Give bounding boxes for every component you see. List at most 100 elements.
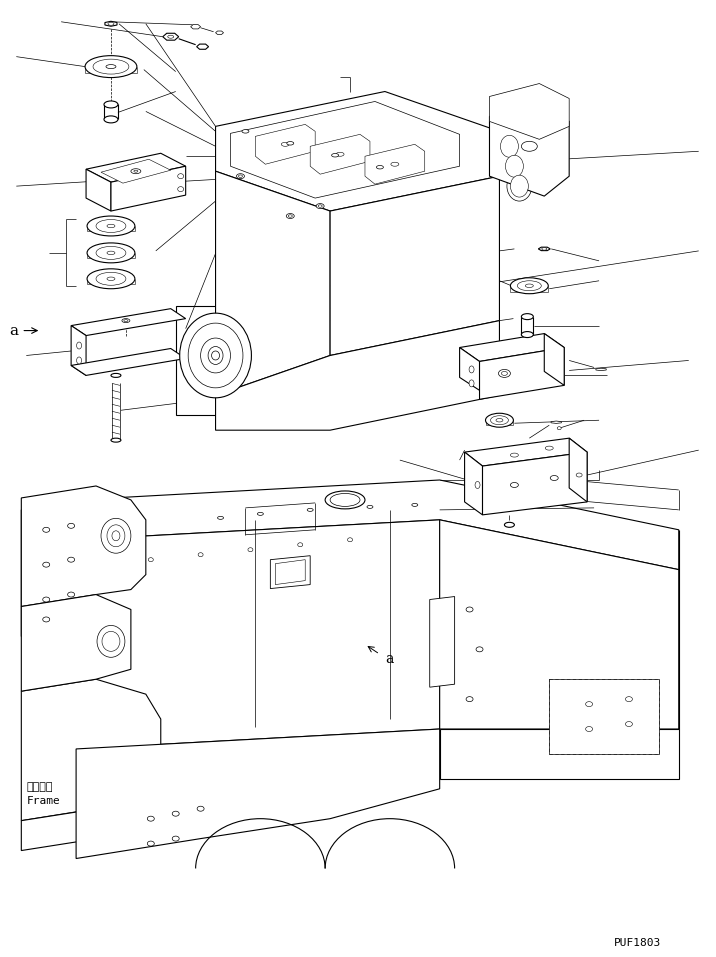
Ellipse shape [626, 697, 632, 701]
Ellipse shape [500, 135, 518, 157]
Text: a: a [9, 323, 19, 338]
Ellipse shape [173, 812, 179, 816]
Ellipse shape [521, 314, 533, 320]
Text: Frame: Frame [26, 795, 60, 806]
Polygon shape [21, 498, 96, 636]
Polygon shape [175, 305, 261, 415]
Ellipse shape [551, 476, 558, 480]
Ellipse shape [147, 841, 154, 846]
Ellipse shape [248, 547, 253, 552]
Ellipse shape [173, 836, 179, 841]
Polygon shape [310, 134, 370, 174]
Ellipse shape [521, 142, 537, 151]
Polygon shape [440, 729, 679, 779]
Ellipse shape [238, 175, 243, 177]
Polygon shape [111, 167, 185, 211]
Polygon shape [216, 171, 330, 395]
Ellipse shape [67, 523, 74, 528]
Ellipse shape [107, 524, 125, 546]
Polygon shape [460, 334, 564, 362]
Ellipse shape [77, 342, 82, 349]
Ellipse shape [180, 313, 251, 398]
Ellipse shape [43, 527, 49, 532]
Ellipse shape [502, 151, 527, 181]
Ellipse shape [318, 205, 322, 208]
Ellipse shape [466, 607, 473, 612]
Ellipse shape [505, 523, 514, 527]
Ellipse shape [511, 175, 528, 197]
Ellipse shape [526, 284, 533, 287]
Polygon shape [538, 247, 551, 251]
Ellipse shape [298, 543, 303, 546]
Text: PUF1803: PUF1803 [614, 938, 662, 948]
Ellipse shape [197, 806, 204, 812]
Polygon shape [216, 92, 500, 211]
Polygon shape [76, 480, 679, 569]
Ellipse shape [96, 246, 126, 259]
Ellipse shape [505, 155, 523, 177]
Ellipse shape [102, 632, 120, 652]
Ellipse shape [377, 166, 383, 169]
Polygon shape [216, 321, 500, 431]
Ellipse shape [87, 216, 135, 236]
Ellipse shape [87, 243, 135, 263]
Polygon shape [569, 438, 587, 501]
Ellipse shape [111, 438, 121, 442]
Polygon shape [551, 421, 561, 423]
Ellipse shape [168, 35, 174, 38]
Ellipse shape [469, 380, 474, 387]
Ellipse shape [134, 170, 138, 172]
Polygon shape [271, 556, 310, 589]
Ellipse shape [518, 280, 541, 291]
Ellipse shape [211, 351, 220, 360]
Polygon shape [490, 83, 569, 140]
Ellipse shape [521, 331, 533, 338]
Ellipse shape [96, 219, 126, 233]
Text: エンジン: エンジン [340, 111, 367, 122]
Polygon shape [86, 169, 111, 211]
Ellipse shape [107, 251, 115, 255]
Ellipse shape [497, 131, 522, 161]
Polygon shape [465, 438, 587, 466]
Ellipse shape [107, 277, 115, 280]
Polygon shape [21, 679, 161, 821]
Polygon shape [490, 101, 569, 196]
Ellipse shape [101, 519, 131, 553]
Ellipse shape [43, 617, 49, 622]
Ellipse shape [43, 597, 49, 602]
Polygon shape [105, 21, 117, 26]
Ellipse shape [108, 22, 114, 25]
Ellipse shape [218, 517, 223, 520]
Polygon shape [231, 101, 460, 198]
Ellipse shape [85, 56, 137, 78]
Polygon shape [71, 309, 185, 336]
Ellipse shape [412, 503, 417, 506]
Ellipse shape [466, 697, 473, 701]
Polygon shape [190, 25, 200, 29]
Ellipse shape [97, 626, 125, 657]
Ellipse shape [542, 248, 547, 250]
Ellipse shape [111, 373, 121, 377]
Ellipse shape [67, 592, 74, 597]
Ellipse shape [147, 816, 154, 821]
Ellipse shape [107, 224, 115, 228]
Ellipse shape [131, 168, 141, 173]
Ellipse shape [496, 418, 503, 422]
Polygon shape [21, 799, 161, 851]
Ellipse shape [286, 213, 294, 218]
Ellipse shape [104, 101, 118, 108]
Ellipse shape [112, 531, 120, 541]
Ellipse shape [198, 553, 203, 557]
Ellipse shape [501, 371, 508, 375]
Ellipse shape [257, 512, 263, 516]
Ellipse shape [476, 647, 483, 652]
Ellipse shape [104, 116, 118, 122]
Ellipse shape [87, 269, 135, 289]
Ellipse shape [43, 562, 49, 568]
Polygon shape [163, 33, 179, 40]
Polygon shape [330, 176, 500, 355]
Ellipse shape [287, 142, 294, 145]
Polygon shape [430, 596, 455, 687]
Polygon shape [71, 325, 86, 375]
Polygon shape [21, 594, 131, 691]
